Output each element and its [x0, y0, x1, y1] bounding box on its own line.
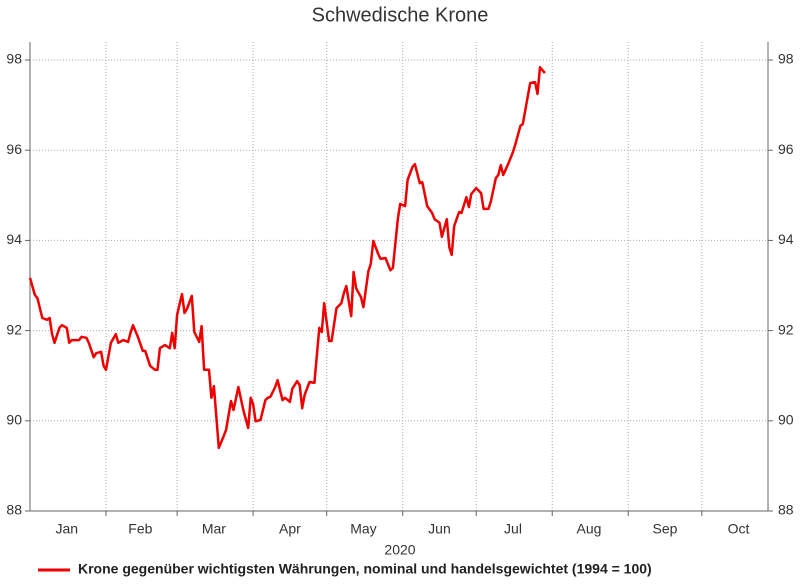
x-axis-label: 2020 [384, 542, 415, 558]
chart-title: Schwedische Krone [312, 4, 489, 26]
x-tick-label: Feb [128, 521, 152, 537]
x-tick-label: Apr [279, 521, 301, 537]
y-tick-label: 94 [6, 231, 22, 247]
x-tick-label: Oct [728, 521, 750, 537]
y-tick-label: 92 [6, 321, 22, 337]
x-tick-label: Mar [202, 521, 226, 537]
y2-tick-label: 96 [778, 141, 794, 157]
y2-tick-label: 94 [778, 231, 794, 247]
y-tick-label: 98 [6, 51, 22, 67]
y-tick-label: 88 [6, 502, 22, 518]
x-tick-label: May [350, 521, 376, 537]
x-tick-label: Jun [428, 521, 451, 537]
y2-tick-label: 92 [778, 321, 794, 337]
x-tick-label: Aug [577, 521, 602, 537]
legend-label: Krone gegenüber wichtigsten Währungen, n… [78, 561, 652, 577]
x-tick-label: Sep [653, 521, 678, 537]
x-tick-label: Jan [55, 521, 78, 537]
x-tick-label: Jul [504, 521, 522, 537]
data-line [28, 66, 546, 450]
y-tick-label: 90 [6, 412, 22, 428]
y-tick-label: 96 [6, 141, 22, 157]
y2-tick-label: 98 [778, 51, 794, 67]
y2-tick-label: 88 [778, 502, 794, 518]
y2-tick-label: 90 [778, 412, 794, 428]
